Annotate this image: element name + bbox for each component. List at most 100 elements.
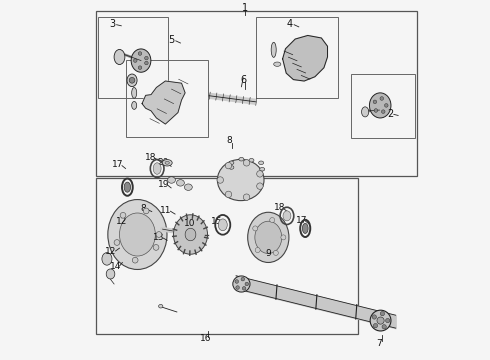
Ellipse shape	[132, 102, 137, 109]
Text: 2: 2	[387, 109, 393, 119]
Ellipse shape	[218, 219, 227, 231]
Ellipse shape	[271, 42, 276, 57]
Ellipse shape	[302, 224, 308, 233]
Text: 12: 12	[105, 247, 116, 256]
Circle shape	[381, 110, 385, 113]
Ellipse shape	[173, 215, 208, 254]
Text: 18: 18	[274, 203, 286, 212]
Circle shape	[241, 277, 245, 281]
Ellipse shape	[184, 184, 192, 190]
Polygon shape	[283, 36, 327, 81]
Circle shape	[244, 194, 250, 201]
Circle shape	[380, 97, 384, 100]
Circle shape	[386, 319, 390, 323]
Ellipse shape	[274, 62, 281, 66]
Bar	[96, 12, 417, 176]
Ellipse shape	[132, 87, 137, 98]
Circle shape	[382, 325, 386, 329]
Ellipse shape	[106, 269, 115, 279]
Text: 8: 8	[226, 136, 232, 145]
Circle shape	[243, 287, 246, 290]
Ellipse shape	[369, 93, 391, 118]
Text: 14: 14	[109, 262, 121, 271]
Text: 5: 5	[169, 35, 174, 45]
Ellipse shape	[249, 158, 254, 162]
Ellipse shape	[120, 213, 155, 256]
Text: 17: 17	[296, 216, 307, 225]
Circle shape	[373, 324, 378, 328]
Circle shape	[270, 217, 275, 222]
Circle shape	[374, 109, 378, 112]
Circle shape	[129, 77, 135, 83]
Bar	[96, 178, 358, 334]
Text: 4: 4	[287, 19, 293, 29]
Circle shape	[145, 61, 148, 65]
Text: 6: 6	[240, 75, 246, 85]
Circle shape	[235, 280, 239, 283]
Bar	[256, 17, 338, 98]
Text: 9: 9	[266, 249, 271, 258]
Circle shape	[377, 317, 384, 324]
Circle shape	[132, 257, 138, 263]
Circle shape	[120, 212, 126, 218]
Circle shape	[143, 208, 149, 214]
Circle shape	[138, 52, 142, 55]
Circle shape	[244, 159, 250, 166]
Ellipse shape	[108, 199, 167, 270]
Circle shape	[253, 226, 258, 231]
Ellipse shape	[127, 74, 137, 87]
Ellipse shape	[283, 211, 291, 221]
Ellipse shape	[159, 305, 163, 308]
Ellipse shape	[124, 182, 131, 192]
Circle shape	[255, 248, 260, 253]
Ellipse shape	[114, 49, 125, 64]
Ellipse shape	[162, 159, 172, 166]
Circle shape	[236, 286, 240, 289]
Ellipse shape	[239, 157, 244, 161]
Ellipse shape	[229, 161, 234, 165]
Ellipse shape	[247, 212, 289, 262]
Ellipse shape	[255, 221, 282, 253]
Circle shape	[385, 104, 388, 107]
Ellipse shape	[259, 161, 264, 165]
Text: 1: 1	[242, 3, 248, 13]
Text: 18: 18	[146, 153, 157, 162]
Circle shape	[281, 235, 286, 240]
Circle shape	[225, 162, 232, 169]
Bar	[126, 60, 208, 137]
Circle shape	[380, 311, 385, 316]
Circle shape	[114, 240, 120, 246]
Circle shape	[138, 66, 142, 69]
Circle shape	[156, 231, 162, 237]
Ellipse shape	[102, 253, 112, 265]
Polygon shape	[142, 81, 185, 124]
Ellipse shape	[229, 166, 234, 169]
Ellipse shape	[218, 159, 264, 201]
Ellipse shape	[131, 49, 151, 72]
Ellipse shape	[176, 180, 184, 186]
Bar	[98, 17, 168, 98]
Circle shape	[257, 183, 263, 189]
Text: 13: 13	[152, 233, 164, 242]
Ellipse shape	[260, 167, 265, 171]
Circle shape	[217, 177, 223, 183]
Circle shape	[373, 100, 377, 104]
Text: 15: 15	[211, 217, 223, 226]
Circle shape	[257, 171, 263, 177]
Text: 8: 8	[140, 204, 146, 213]
Text: 7: 7	[377, 339, 382, 348]
Circle shape	[372, 315, 376, 319]
Text: 10: 10	[184, 219, 195, 228]
Circle shape	[133, 59, 137, 62]
Ellipse shape	[362, 107, 368, 117]
Text: 16: 16	[200, 334, 211, 343]
Circle shape	[153, 244, 159, 250]
Circle shape	[225, 191, 232, 198]
Ellipse shape	[168, 177, 175, 183]
Ellipse shape	[165, 161, 170, 164]
Text: 11: 11	[160, 206, 172, 215]
Bar	[351, 74, 416, 138]
Circle shape	[245, 282, 248, 286]
Text: 17: 17	[112, 161, 123, 170]
Text: 3: 3	[109, 19, 115, 29]
